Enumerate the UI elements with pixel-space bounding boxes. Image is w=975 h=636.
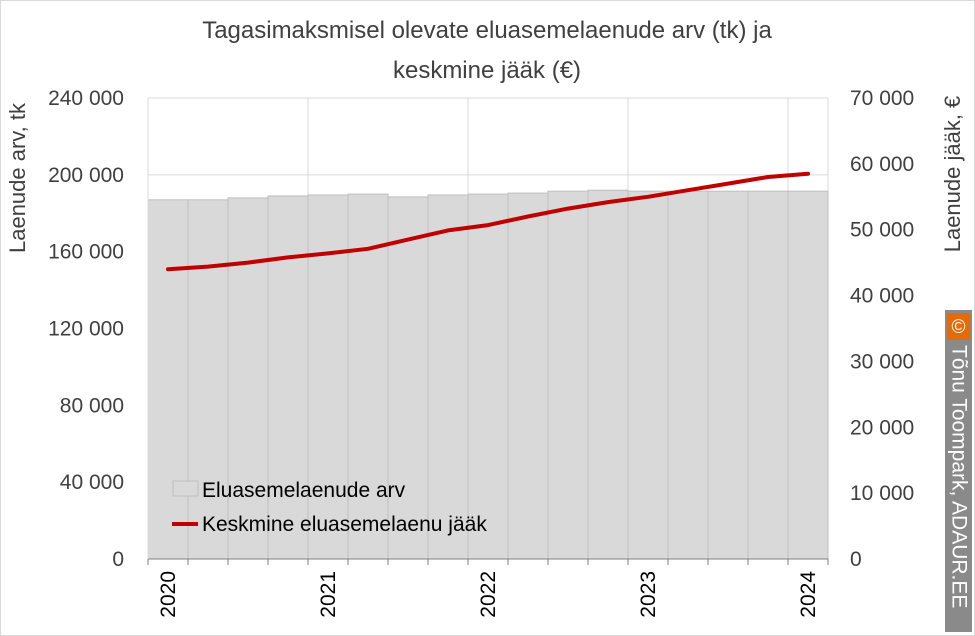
left-tick-label: 120 000: [48, 318, 124, 341]
left-tick-label: 160 000: [48, 241, 124, 264]
bar: [667, 190, 709, 560]
right-tick-label: 40 000: [850, 285, 914, 308]
chart-title-line-1: Tagasimaksmisel olevate eluasemelaenude …: [202, 17, 772, 44]
bar: [387, 196, 429, 560]
left-tick-label: 0: [112, 548, 124, 571]
bar: [307, 194, 349, 560]
x-axis-ticks: 2020 2021 2022 2023 2024: [157, 571, 820, 618]
left-tick-label: 80 000: [60, 394, 124, 417]
left-axis-title: Laenude arv, tk: [5, 102, 30, 253]
right-tick-label: 70 000: [850, 87, 914, 110]
right-tick-label: 30 000: [850, 350, 914, 373]
x-tick-label: 2023: [637, 571, 660, 618]
bar: [267, 195, 309, 560]
right-axis-title: Laenude jääk, €: [940, 96, 965, 253]
bar: [587, 189, 629, 560]
bar-series: [147, 189, 829, 560]
bar: [187, 199, 229, 560]
left-tick-label: 200 000: [48, 164, 124, 187]
watermark: © Tõnu Toompark, ADAUR.EE: [945, 310, 972, 632]
watermark-background: [945, 310, 972, 632]
x-tick-label: 2024: [797, 571, 820, 618]
x-tick-label: 2022: [477, 571, 500, 618]
right-tick-label: 0: [850, 548, 862, 571]
line-series: [166, 171, 810, 272]
line-path: [166, 171, 810, 272]
bar: [747, 190, 789, 560]
x-tick-label: 2020: [157, 571, 180, 618]
right-tick-label: 60 000: [850, 153, 914, 176]
bar: [627, 190, 669, 560]
axes: [147, 98, 829, 565]
right-tick-label: 20 000: [850, 416, 914, 439]
bar: [787, 190, 829, 560]
bar: [227, 197, 269, 560]
copyright-icon-box: [947, 313, 970, 340]
bar: [427, 194, 469, 560]
left-axis-ticks: 0 40 000 80 000 120 000 160 000 200 000 240 00…: [48, 87, 124, 571]
left-tick-label: 240 000: [48, 87, 124, 110]
legend-line-label: Keskmine eluasemelaenu jääk: [202, 513, 487, 536]
legend: Eluasemelaenude arv Keskmine eluasemelae…: [172, 479, 487, 536]
bar: [707, 190, 749, 560]
right-axis-ticks: 0 10 000 20 000 30 000 40 000 50 000 60 000 70 …: [850, 87, 914, 571]
bar: [347, 193, 389, 560]
right-tick-label: 10 000: [850, 482, 914, 505]
left-tick-label: 40 000: [60, 471, 124, 494]
legend-bar-swatch: [172, 480, 199, 497]
bar: [507, 192, 549, 560]
copyright-icon: ©: [952, 317, 966, 338]
chart-title-line-2: keskmine jääk (€): [393, 57, 581, 84]
legend-bar-label: Eluasemelaenude arv: [202, 479, 406, 502]
x-tick-label: 2021: [317, 571, 340, 618]
right-tick-label: 50 000: [850, 219, 914, 242]
bar: [547, 190, 589, 560]
bar: [147, 199, 189, 560]
bar: [467, 193, 509, 560]
watermark-text: Tõnu Toompark, ADAUR.EE: [947, 345, 970, 608]
